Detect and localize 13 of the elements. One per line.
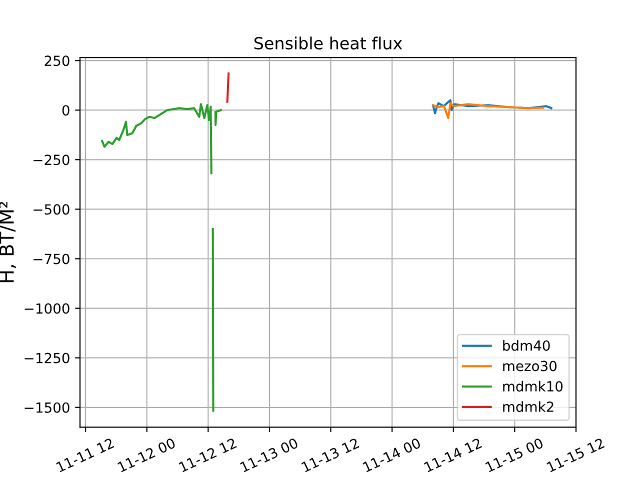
y-tick-label: −1000 [24, 303, 70, 314]
legend-label: mezo30 [503, 360, 557, 372]
legend-label: mdmk2 [503, 401, 554, 412]
legend-label: bdm40 [503, 340, 550, 351]
y-tick-label: 250 [44, 56, 70, 66]
y-tick-label: 0 [62, 105, 70, 116]
y-tick-label: −500 [34, 204, 70, 215]
y-tick-label: −1250 [24, 352, 70, 364]
y-tick-label: −750 [34, 254, 70, 264]
y-tick-label: −250 [34, 154, 70, 166]
legend-label: mdmk10 [503, 380, 563, 392]
chart-title: Sensible heat flux [254, 36, 402, 50]
y-tick-label: −1500 [24, 402, 70, 413]
